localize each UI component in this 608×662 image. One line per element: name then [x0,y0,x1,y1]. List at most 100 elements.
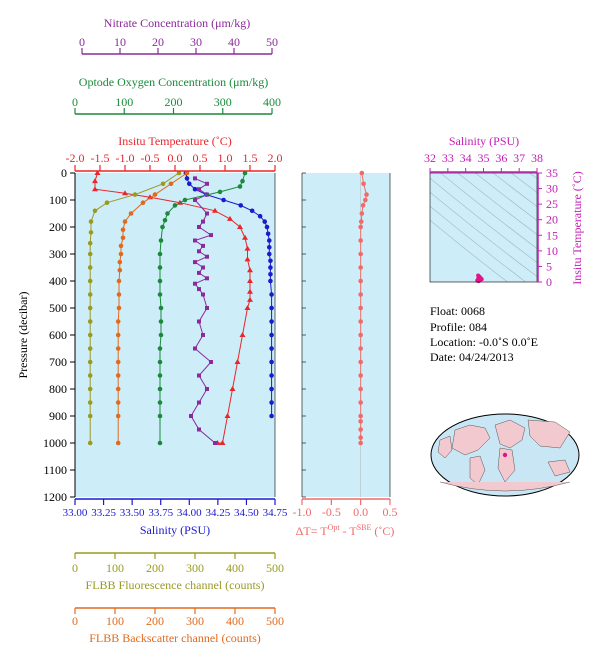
backscatter-axis-title: FLBB Backscatter channel (counts) [89,631,261,645]
data-point [115,346,121,351]
data-point [193,198,197,202]
oxygen-tick-label: 200 [165,95,183,109]
dt-tick-label: 0.5 [383,505,398,519]
data-point [360,203,366,208]
data-point [197,287,201,292]
data-point [239,332,246,337]
data-point [201,243,205,248]
map-landmass [547,459,571,477]
data-point [242,170,248,176]
data-point [158,305,164,311]
salinity-tick-label: 34.00 [177,507,202,519]
data-point [165,211,170,216]
pressure-tick-label: 400 [49,274,67,288]
world-map-inset [430,413,580,497]
data-point [237,184,243,189]
data-point [269,292,274,297]
data-point [262,219,268,224]
backscatter-tick-label: 400 [226,614,244,628]
map-landmass [494,419,526,449]
data-point [87,278,93,284]
data-point [359,170,365,176]
data-point [358,332,363,338]
data-point [120,235,126,241]
data-point [240,178,245,184]
data-point [87,319,93,324]
data-point [242,234,248,240]
float-id: Float: 0068 [430,304,486,318]
data-point [115,319,121,324]
data-point [193,176,197,181]
data-point [361,181,366,187]
temperature-tick-label: 1.0 [218,151,233,165]
data-point [116,278,122,284]
data-point [205,276,209,281]
fluorescence-tick-label: 200 [146,561,164,575]
data-point [358,319,363,324]
map-landmass [451,424,491,456]
data-point [118,251,124,257]
data-point [94,170,101,175]
data-point [87,373,93,378]
data-point [184,170,190,176]
date: Date: 04/24/2013 [430,350,514,364]
density-contour [420,30,547,130]
data-point [244,305,251,310]
data-point [268,278,273,284]
salinity-tick-label: 33.50 [120,507,145,519]
data-point [257,213,263,219]
data-point [358,419,363,424]
data-point [201,219,205,224]
data-point [158,319,164,324]
density-contour [474,173,537,221]
ts-temperature-tick-label: 0 [546,275,552,289]
dt-tick-label: -1.0 [293,505,312,519]
backscatter-tick-label: 200 [146,614,164,628]
data-point [358,386,363,392]
data-point [197,270,201,275]
data-point [115,413,121,419]
data-point [269,359,274,365]
data-point [157,346,163,351]
data-point [209,233,213,238]
data-point [238,203,244,208]
nitrate-axis-title: Nitrate Concentration (μm/kg) [104,16,250,30]
salinity-tick-label: 34.50 [234,507,259,519]
data-point [363,197,368,203]
density-contour [430,177,537,263]
data-point [147,194,153,200]
data-point [249,208,255,214]
data-point [197,249,201,254]
data-point [157,386,163,392]
data-point [205,254,209,259]
dt-axis-title-part: (˚C) [371,524,394,538]
data-point [358,400,363,405]
pressure-tick-label: 300 [49,247,67,261]
data-point [358,224,363,230]
data-point [168,181,174,187]
pressure-axis-title: Pressure (decibar) [16,292,30,379]
salinity-tick-label: 34.25 [205,507,230,519]
data-point [269,413,274,419]
data-point [157,400,163,405]
data-point [244,256,251,262]
dt-plot-area [302,173,390,497]
ts-temperature-tick-label: 20 [546,213,558,227]
data-point [157,292,163,297]
pressure-tick-label: 1200 [43,490,67,504]
map-landmass [527,419,571,449]
data-point [87,332,93,338]
data-point [358,251,363,257]
temperature-tick-label: 1.5 [243,151,258,165]
data-point [117,267,123,273]
pressure-tick-label: 500 [49,301,67,315]
data-point [237,224,243,229]
map-landmass [437,435,453,459]
data-point [88,219,94,224]
pressure-tick-label: 700 [49,355,67,369]
temperature-tick-label: 0.0 [168,151,183,165]
dt-tick-label: 0.0 [353,505,368,519]
dt-axis-title-part: ΔT= T [296,524,329,538]
data-point [268,271,273,277]
temperature-tick-label: 0.5 [193,151,208,165]
